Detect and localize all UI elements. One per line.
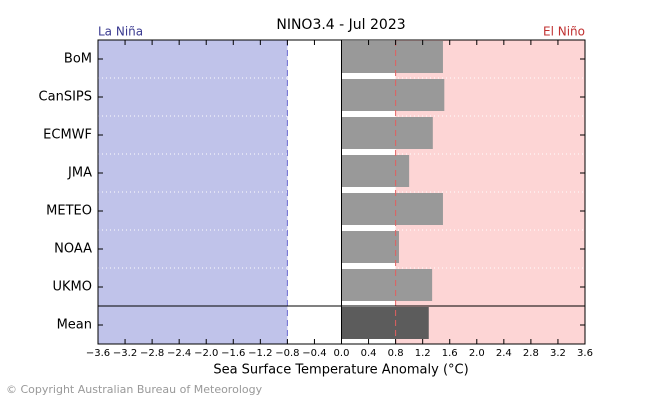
x-tick-label: −2.4 — [167, 348, 191, 359]
x-tick-label: 3.6 — [577, 348, 593, 359]
y-tick-label: UKMO — [53, 280, 93, 295]
y-tick-label: Mean — [57, 318, 92, 333]
y-tick-label: NOAA — [54, 242, 92, 257]
x-tick-label: −2.0 — [194, 348, 218, 359]
x-tick-label: −3.6 — [86, 348, 110, 359]
bar — [341, 269, 433, 301]
bar — [341, 155, 410, 187]
bar — [341, 41, 443, 73]
chart-title: NINO3.4 - Jul 2023 — [276, 17, 405, 33]
la-nina-region — [98, 40, 288, 344]
bar — [341, 193, 443, 225]
bar — [341, 117, 433, 149]
x-tick-label: 0.4 — [361, 348, 377, 359]
bar — [341, 307, 429, 339]
y-tick-label: CanSIPS — [39, 90, 92, 105]
x-tick-label: −0.8 — [275, 348, 299, 359]
el-nino-label: El Niño — [543, 25, 585, 39]
y-tick-label: JMA — [67, 166, 92, 181]
x-tick-label: 0.8 — [388, 348, 404, 359]
x-tick-label: 3.2 — [550, 348, 566, 359]
bar — [341, 79, 445, 111]
x-tick-label: 1.6 — [442, 348, 458, 359]
x-tick-label: −2.8 — [140, 348, 164, 359]
x-tick-label: 2.8 — [523, 348, 539, 359]
x-tick-label: −0.4 — [302, 348, 326, 359]
x-tick-label: −3.2 — [113, 348, 137, 359]
x-tick-label: −1.2 — [248, 348, 272, 359]
bar — [341, 231, 399, 263]
x-axis-label: Sea Surface Temperature Anomaly (°C) — [213, 363, 468, 378]
plot-frame — [97, 39, 586, 345]
x-tick-label: −1.6 — [221, 348, 245, 359]
y-tick-label: METEO — [46, 204, 92, 219]
y-tick-label: BoM — [64, 52, 92, 67]
x-tick-label: 0.0 — [334, 348, 350, 359]
copyright: © Copyright Australian Bureau of Meteoro… — [6, 383, 263, 396]
x-tick-label: 2.0 — [469, 348, 485, 359]
la-nina-label: La Niña — [98, 25, 143, 39]
x-tick-label: 2.4 — [496, 348, 512, 359]
y-tick-label: ECMWF — [43, 128, 92, 143]
x-tick-label: 1.2 — [415, 348, 431, 359]
